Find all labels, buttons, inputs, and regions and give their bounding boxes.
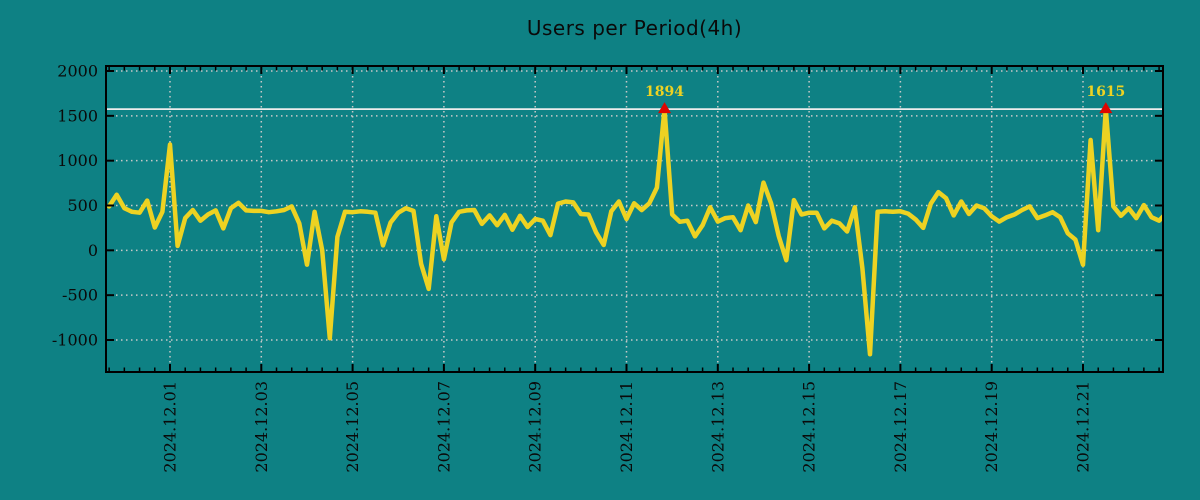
peak-marker-icon [1099,102,1113,114]
x-axis-tick-label: 2024.12.19 [982,381,1001,473]
x-axis-tick-label: 2024.12.21 [1074,381,1093,473]
series-line [106,106,1163,357]
peak-value-label: 1894 [645,84,684,100]
y-axis-tick-label: 1500 [57,106,98,125]
x-axis-tick-label: 2024.12.13 [708,381,727,473]
y-axis-tick-label: 1000 [57,151,98,170]
x-axis-tick-label: 2024.12.09 [526,381,545,473]
y-axis-tick-label: -500 [62,286,98,305]
chart-title: Users per Period(4h) [526,16,743,40]
y-axis-tick-label: 2000 [57,62,98,81]
x-axis-tick-label: 2024.12.01 [161,381,180,473]
peak-marker-icon [658,102,672,114]
x-axis-tick-label: 2024.12.15 [800,381,819,473]
x-axis-tick-label: 2024.12.17 [891,381,910,473]
y-axis-tick-label: 500 [67,196,98,215]
x-axis-tick-label: 2024.12.05 [343,381,362,473]
x-axis-tick-label: 2024.12.11 [617,381,636,473]
plot-frame [105,65,1164,373]
y-axis-tick-label: -1000 [52,331,98,350]
peak-value-label: 1615 [1086,84,1125,100]
x-axis-tick-label: 2024.12.07 [434,381,453,473]
x-axis-tick-label: 2024.12.03 [252,381,271,473]
y-axis-tick-label: 0 [88,241,98,260]
